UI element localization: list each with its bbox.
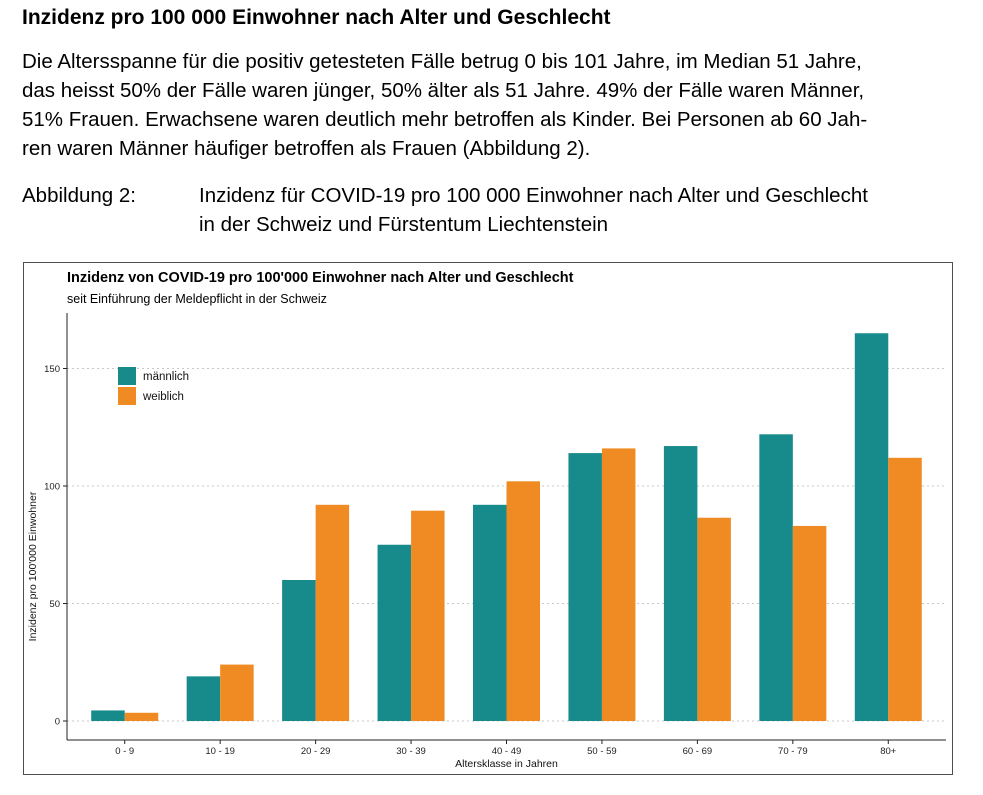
figure-caption-line: in der Schweiz und Fürstentum Liechtenst… [199, 213, 609, 236]
legend-swatch-weiblich [118, 387, 136, 405]
chart-subtitle: seit Einführung der Meldepflicht in der … [67, 292, 327, 306]
bar-maennlich [377, 544, 412, 721]
ticks: 0 50 100 150 0 - 9 10 - 19 20 - 29 30 - 39 40 - … [44, 364, 897, 757]
paragraph-line: das heisst 50% der Fälle waren jünger, 5… [22, 79, 865, 102]
chart-frame: Inzidenz von COVID-19 pro 100'000 Einwoh… [23, 262, 953, 775]
bar-weiblich [124, 712, 159, 721]
bar-weiblich [888, 457, 922, 721]
bar-weiblich [315, 504, 350, 721]
y-tick-label: 50 [49, 599, 60, 610]
y-tick-label: 100 [44, 482, 60, 493]
bar-maennlich [854, 333, 889, 721]
x-axis-title: Altersklasse in Jahren [455, 758, 558, 770]
legend: männlich weiblich [118, 367, 189, 405]
bar-weiblich [792, 525, 827, 721]
y-tick-label: 150 [44, 364, 60, 375]
bar-weiblich [220, 664, 254, 721]
bar-maennlich [282, 580, 316, 721]
bar-maennlich [91, 710, 125, 721]
y-tick-label: 0 [55, 717, 60, 728]
bar-maennlich [473, 504, 507, 721]
x-tick-label: 0 - 9 [115, 746, 134, 757]
x-tick-label: 10 - 19 [205, 746, 235, 757]
section-heading: Inzidenz pro 100 000 Einwohner nach Alte… [22, 6, 611, 29]
bar-maennlich [568, 453, 602, 721]
chart-title: Inzidenz von COVID-19 pro 100'000 Einwoh… [67, 270, 574, 286]
bar-maennlich [759, 434, 793, 721]
figure-caption-line: Inzidenz für COVID-19 pro 100 000 Einwoh… [199, 184, 868, 207]
bar-weiblich [411, 510, 445, 721]
bar-weiblich [697, 517, 731, 721]
x-tick-label: 80+ [880, 746, 897, 757]
bar-maennlich [663, 446, 698, 721]
x-tick-label: 60 - 69 [683, 746, 713, 757]
bar-maennlich [186, 676, 221, 721]
legend-swatch-maennlich [118, 367, 136, 385]
bar-weiblich [601, 448, 636, 721]
x-tick-label: 30 - 39 [396, 746, 426, 757]
x-tick-label: 20 - 29 [301, 746, 331, 757]
bar-weiblich [506, 481, 540, 721]
paragraph-line: ren waren Männer häufiger betroffen als … [22, 137, 591, 160]
legend-label: weiblich [142, 391, 184, 403]
x-tick-label: 70 - 79 [778, 746, 808, 757]
bars [91, 333, 922, 721]
x-tick-label: 50 - 59 [587, 746, 617, 757]
figure-label: Abbildung 2: [22, 184, 136, 207]
paragraph-line: Die Altersspanne für die positiv geteste… [22, 50, 862, 73]
x-tick-label: 40 - 49 [492, 746, 522, 757]
body-paragraph: Die Altersspanne für die positiv geteste… [22, 47, 967, 163]
figure-caption: Inzidenz für COVID-19 pro 100 000 Einwoh… [199, 181, 868, 239]
incidence-bar-chart: Inzidenz von COVID-19 pro 100'000 Einwoh… [27, 270, 946, 770]
paragraph-line: 51% Frauen. Erwachsene waren deutlich me… [22, 108, 868, 131]
legend-label: männlich [143, 371, 189, 383]
y-axis-title: Inzidenz pro 100'000 Einwohner [27, 491, 39, 641]
